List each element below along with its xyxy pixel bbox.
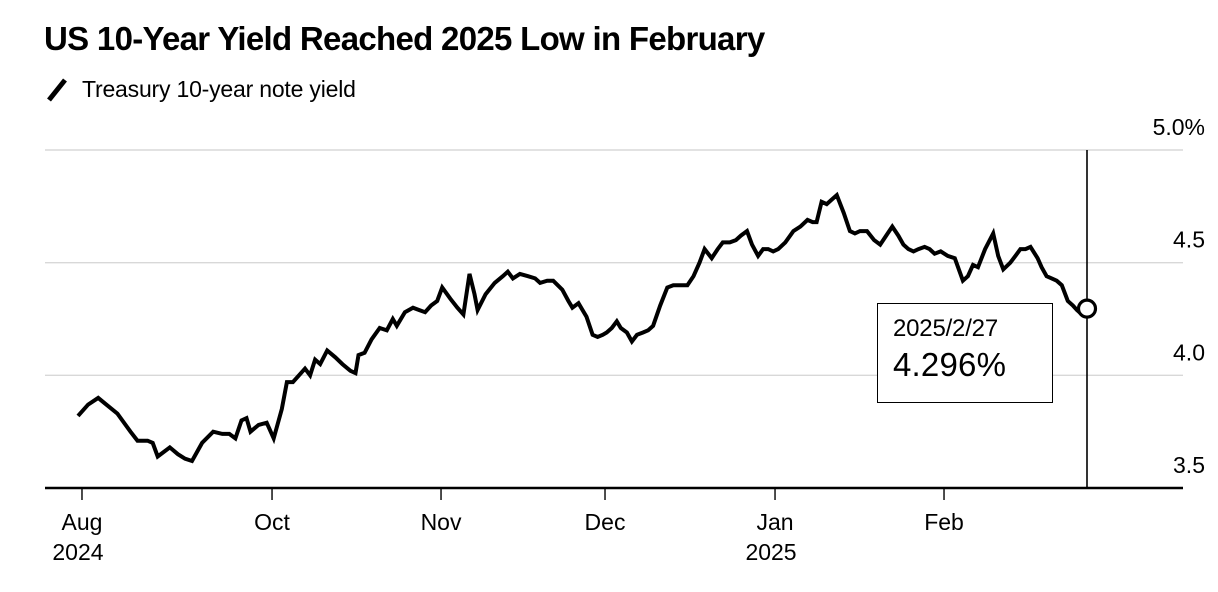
last-point-marker <box>1076 298 1098 319</box>
y-tick-label: 5.0% <box>1153 114 1205 140</box>
slash-line-icon <box>47 77 67 102</box>
last-value-callout: 2025/2/27 4.296% <box>877 303 1053 403</box>
x-tick-label: Nov <box>421 509 462 535</box>
legend: Treasury 10-year note yield <box>46 76 356 103</box>
x-tick-year-label: 2025 <box>745 539 796 565</box>
x-tick-label: Aug <box>62 509 103 535</box>
x-tick-label: Dec <box>585 509 626 535</box>
y-tick-label: 3.5 <box>1173 452 1205 478</box>
y-tick-label: 4.0 <box>1173 339 1205 365</box>
y-tick-label: 4.5 <box>1173 227 1205 253</box>
legend-series-label: Treasury 10-year note yield <box>82 76 356 102</box>
chart-title: US 10-Year Yield Reached 2025 Low in Feb… <box>44 20 765 57</box>
callout-value: 4.296% <box>893 346 1007 383</box>
x-tick-year-label: 2024 <box>52 539 103 565</box>
x-tick-label: Oct <box>254 509 290 535</box>
callout-date: 2025/2/27 <box>893 315 998 342</box>
x-tick-label: Feb <box>924 509 964 535</box>
series-line <box>76 191 1089 464</box>
x-tick-label: Jan <box>756 509 793 535</box>
